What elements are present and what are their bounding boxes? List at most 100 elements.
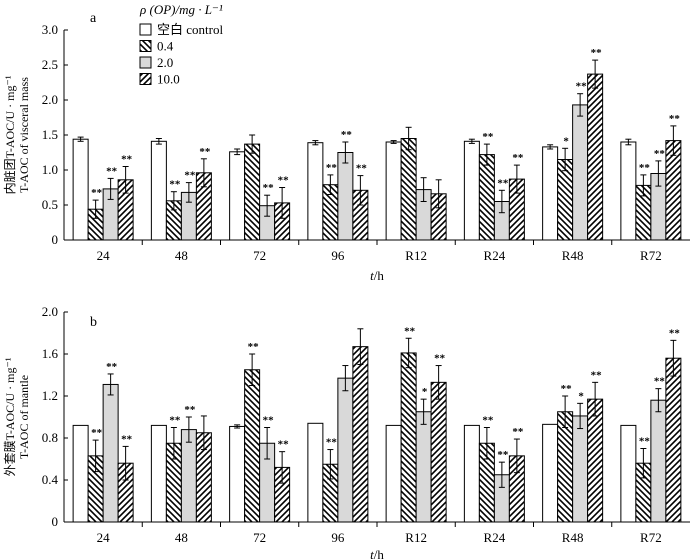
significance-label: ** xyxy=(654,148,666,160)
legend: ρ (OP)/mg · L⁻¹ 空白 control 0.42.0 10.0 xyxy=(139,2,223,87)
bar xyxy=(72,424,89,523)
x-tick-label: 48 xyxy=(175,248,188,263)
x-tick-label: R72 xyxy=(640,530,662,545)
legend-swatch xyxy=(139,56,152,69)
significance-label: ** xyxy=(654,376,666,388)
significance-label: ** xyxy=(278,439,290,451)
x-tick-label: 72 xyxy=(253,530,266,545)
significance-label: ** xyxy=(561,383,573,395)
bar xyxy=(542,423,559,523)
bar xyxy=(572,415,589,523)
bar xyxy=(557,411,574,523)
legend-swatch xyxy=(139,40,152,52)
y-tick-label: 3.0 xyxy=(42,22,58,37)
significance-label: ** xyxy=(591,369,603,381)
bar xyxy=(665,357,682,523)
significance-label: ** xyxy=(591,47,603,59)
significance-label: ** xyxy=(184,170,196,182)
bar xyxy=(337,377,354,523)
bar xyxy=(650,399,667,523)
bar xyxy=(430,381,447,523)
significance-label: ** xyxy=(669,113,681,125)
significance-label: * xyxy=(578,390,584,402)
bar xyxy=(337,152,354,241)
bar xyxy=(587,73,604,241)
y-tick-label: 0 xyxy=(52,232,59,247)
legend-label: 空白 control xyxy=(157,22,223,37)
significance-label: ** xyxy=(326,437,338,449)
significance-label: ** xyxy=(576,81,588,93)
legend-label: 2.0 xyxy=(157,55,173,70)
bar xyxy=(557,159,574,241)
y-tick-label: 0.4 xyxy=(42,472,59,487)
significance-label: ** xyxy=(278,175,290,187)
significance-label: ** xyxy=(497,449,509,461)
significance-label: ** xyxy=(169,415,181,427)
bar xyxy=(587,398,604,523)
significance-label: ** xyxy=(248,341,260,353)
y-tick-label: 0.5 xyxy=(42,197,58,212)
bar xyxy=(150,140,167,241)
bar xyxy=(307,422,324,523)
significance-label: ** xyxy=(356,163,368,175)
bar xyxy=(180,429,197,523)
y-axis-subtitle: T-AOC of visceral mass xyxy=(17,77,31,193)
legend-swatch xyxy=(139,23,152,36)
significance-label: ** xyxy=(199,146,211,158)
x-tick-label: R24 xyxy=(484,530,506,545)
y-tick-label: 1.0 xyxy=(42,162,58,177)
significance-label: ** xyxy=(121,154,133,166)
y-tick-label: 2.5 xyxy=(42,57,58,72)
bar xyxy=(572,104,589,241)
significance-label: * xyxy=(563,135,569,147)
significance-label: ** xyxy=(106,361,118,373)
significance-label: ** xyxy=(263,182,275,194)
bar xyxy=(385,424,402,523)
significance-label: ** xyxy=(512,426,524,438)
x-tick-label: R48 xyxy=(562,530,584,545)
significance-label: ** xyxy=(639,436,651,448)
bar xyxy=(102,383,119,523)
bar xyxy=(307,142,324,241)
bar xyxy=(385,141,402,241)
significance-label: ** xyxy=(91,427,103,439)
x-tick-label: R12 xyxy=(405,530,427,545)
x-tick-label: R24 xyxy=(484,248,506,263)
significance-label: * xyxy=(422,386,428,398)
panel-b: 00.40.81.21.62.024 48 72 96 R12 R24 R48 R72****… xyxy=(3,304,690,560)
legend-label: 0.4 xyxy=(157,39,174,54)
bar xyxy=(150,424,167,523)
bar xyxy=(478,154,495,241)
panel-letter: a xyxy=(90,11,97,26)
x-tick-label: 72 xyxy=(253,248,266,263)
significance-label: ** xyxy=(639,162,651,174)
significance-label: ** xyxy=(263,415,275,427)
significance-label: ** xyxy=(341,129,353,141)
bar xyxy=(229,425,246,523)
significance-label: ** xyxy=(669,327,681,339)
x-tick-label: R12 xyxy=(405,248,427,263)
x-tick-label: 24 xyxy=(97,530,111,545)
bar xyxy=(463,424,480,523)
bar xyxy=(620,424,637,523)
significance-label: ** xyxy=(512,152,524,164)
significance-label: ** xyxy=(106,165,118,177)
x-tick-label: 96 xyxy=(331,530,345,545)
bar xyxy=(72,138,89,241)
bar xyxy=(400,352,417,523)
significance-label: ** xyxy=(482,131,494,143)
y-tick-label: 1.6 xyxy=(42,346,59,361)
x-tick-label: R48 xyxy=(562,248,584,263)
significance-label: ** xyxy=(434,353,446,365)
legend-label: 10.0 xyxy=(157,72,180,87)
significance-label: ** xyxy=(404,325,416,337)
panel-a: 0 0.5 1.0 1.5 2.0 2.5 3.0 24 48 72 96 R12 R24 R48 R72 *… xyxy=(2,11,690,283)
y-axis-title: 外套膜T-AOC/U · mg⁻¹ xyxy=(3,357,17,476)
y-axis-title: 内脏团T-AOC/U · mg⁻¹ xyxy=(2,75,17,194)
y-tick-label: 2.0 xyxy=(42,92,58,107)
x-tick-label: 96 xyxy=(331,248,345,263)
y-tick-label: 1.5 xyxy=(42,127,58,142)
bar xyxy=(415,411,432,523)
